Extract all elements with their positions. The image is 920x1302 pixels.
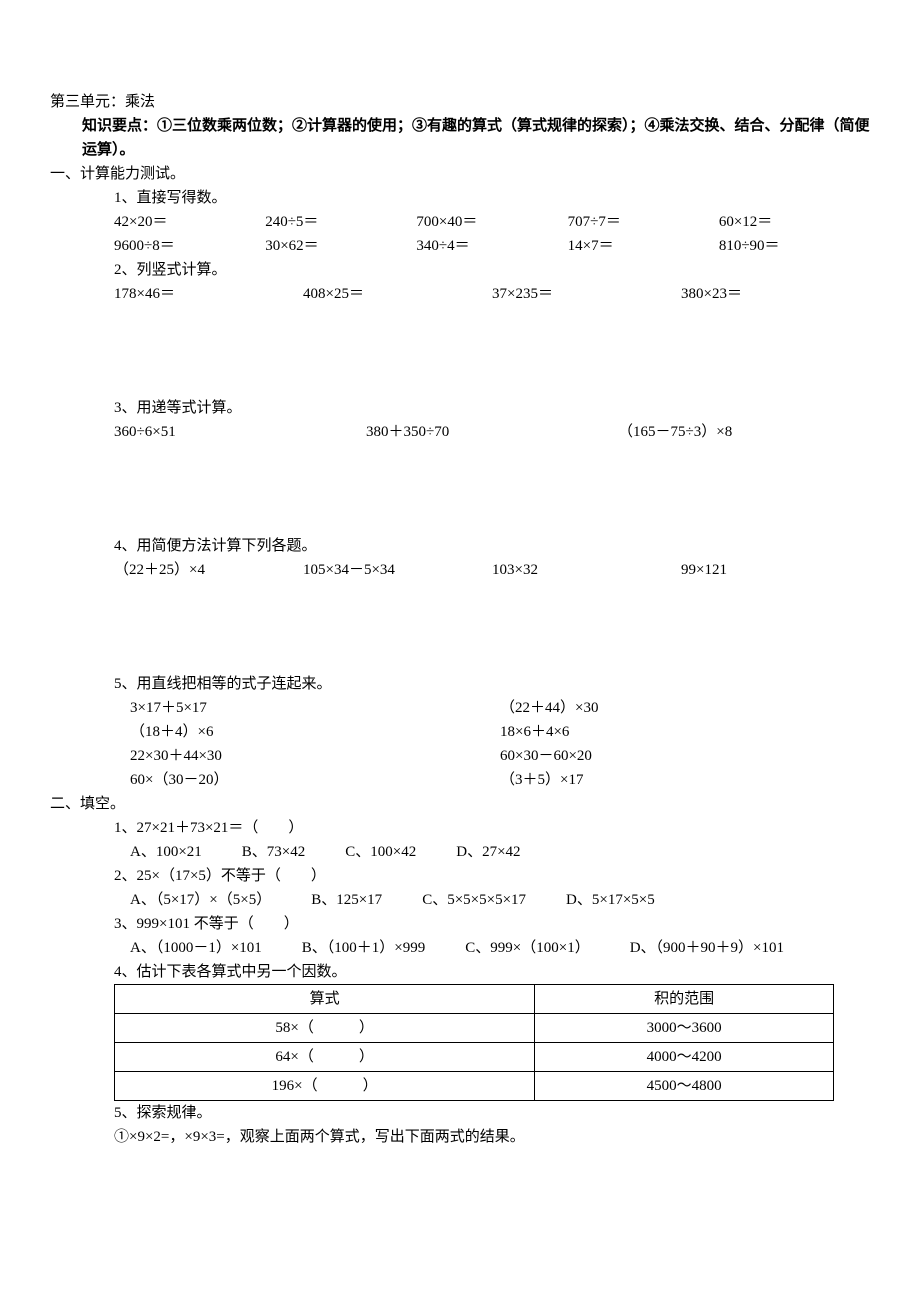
- expr: 810÷90＝: [719, 234, 870, 258]
- s2-q2-opts: A、（5×17）×（5×5） B、125×17 C、5×5×5×5×17 D、5…: [130, 888, 870, 912]
- q3-row1: 360÷6×51 380＋350÷70 （165－75÷3）×8: [114, 420, 870, 444]
- s2-q5-title: 5、探索规律。: [114, 1101, 870, 1125]
- s2-q1-stem: 1、27×21＋73×21＝（ ）: [114, 816, 870, 840]
- expr: （22＋44）×30: [500, 696, 870, 720]
- s2-q5-line: ①×9×2=，×9×3=，观察上面两个算式，写出下面两式的结果。: [114, 1125, 870, 1149]
- cell: 4000～4200: [535, 1043, 834, 1072]
- q5-row4: 60×（30－20） （3＋5）×17: [130, 768, 870, 792]
- expr: （18＋4）×6: [130, 720, 500, 744]
- expr: 14×7＝: [568, 234, 719, 258]
- table-row: 算式 积的范围: [115, 985, 834, 1014]
- q4-row1: （22＋25）×4 105×34－5×34 103×32 99×121: [114, 558, 870, 582]
- q5-row2: （18＋4）×6 18×6＋4×6: [130, 720, 870, 744]
- cell: 4500～4800: [535, 1072, 834, 1101]
- opt: C、999×（100×1）: [465, 936, 589, 960]
- table-row: 196×（ ） 4500～4800: [115, 1072, 834, 1101]
- s2-q3-stem: 3、999×101 不等于（ ）: [114, 912, 870, 936]
- s2-q4-title: 4、估计下表各算式中另一个因数。: [114, 960, 870, 984]
- expr: 30×62＝: [265, 234, 416, 258]
- opt: C、100×42: [345, 840, 416, 864]
- expr: （3＋5）×17: [500, 768, 870, 792]
- table-row: 58×（ ） 3000～3600: [115, 1014, 834, 1043]
- col-header: 积的范围: [535, 985, 834, 1014]
- q2-title: 2、列竖式计算。: [114, 258, 870, 282]
- opt: D、27×42: [456, 840, 520, 864]
- expr: 707÷7＝: [568, 210, 719, 234]
- expr: 22×30＋44×30: [130, 744, 500, 768]
- cell: 196×（ ）: [115, 1072, 535, 1101]
- knowledge-points: 知识要点：①三位数乘两位数；②计算器的使用；③有趣的算式（算式规律的探索）；④乘…: [82, 114, 870, 162]
- col-header: 算式: [115, 985, 535, 1014]
- expr: （22＋25）×4: [114, 558, 303, 582]
- q1-title: 1、直接写得数。: [114, 186, 870, 210]
- expr: 178×46＝: [114, 282, 303, 306]
- expr: 700×40＝: [416, 210, 567, 234]
- expr: 380×23＝: [681, 282, 870, 306]
- expr: 37×235＝: [492, 282, 681, 306]
- expr: （165－75÷3）×8: [618, 420, 870, 444]
- q5-row1: 3×17＋5×17 （22＋44）×30: [130, 696, 870, 720]
- section-1-title: 一、计算能力测试。: [50, 162, 870, 186]
- table-row: 64×（ ） 4000～4200: [115, 1043, 834, 1072]
- section-2-title: 二、填空。: [50, 792, 870, 816]
- expr: 360÷6×51: [114, 420, 366, 444]
- expr: 3×17＋5×17: [130, 696, 500, 720]
- expr: 60×（30－20）: [130, 768, 500, 792]
- unit-title: 第三单元：乘法: [50, 90, 870, 114]
- expr: 9600÷8＝: [114, 234, 265, 258]
- opt: A、100×21: [130, 840, 202, 864]
- opt: A、（1000－1）×101: [130, 936, 262, 960]
- expr: 408×25＝: [303, 282, 492, 306]
- s2-q1-opts: A、100×21 B、73×42 C、100×42 D、27×42: [130, 840, 870, 864]
- s2-q3-opts: A、（1000－1）×101 B、（100＋1）×999 C、999×（100×…: [130, 936, 870, 960]
- q2-row1: 178×46＝ 408×25＝ 37×235＝ 380×23＝: [114, 282, 870, 306]
- expr: 60×30－60×20: [500, 744, 870, 768]
- cell: 58×（ ）: [115, 1014, 535, 1043]
- cell: 3000～3600: [535, 1014, 834, 1043]
- q5-row3: 22×30＋44×30 60×30－60×20: [130, 744, 870, 768]
- estimate-table: 算式 积的范围 58×（ ） 3000～3600 64×（ ） 4000～420…: [114, 984, 834, 1101]
- expr: 99×121: [681, 558, 870, 582]
- opt: A、（5×17）×（5×5）: [130, 888, 271, 912]
- opt: B、125×17: [311, 888, 382, 912]
- opt: B、73×42: [242, 840, 305, 864]
- q4-title: 4、用简便方法计算下列各题。: [114, 534, 870, 558]
- opt: B、（100＋1）×999: [302, 936, 425, 960]
- opt: D、5×17×5×5: [566, 888, 655, 912]
- q3-title: 3、用递等式计算。: [114, 396, 870, 420]
- expr: 42×20＝: [114, 210, 265, 234]
- s2-q2-stem: 2、25×（17×5）不等于（ ）: [114, 864, 870, 888]
- expr: 240÷5＝: [265, 210, 416, 234]
- q1-row1: 42×20＝ 240÷5＝ 700×40＝ 707÷7＝ 60×12＝: [114, 210, 870, 234]
- expr: 18×6＋4×6: [500, 720, 870, 744]
- opt: C、5×5×5×5×17: [422, 888, 526, 912]
- q1-row2: 9600÷8＝ 30×62＝ 340÷4＝ 14×7＝ 810÷90＝: [114, 234, 870, 258]
- q5-title: 5、用直线把相等的式子连起来。: [114, 672, 870, 696]
- opt: D、（900＋90＋9）×101: [630, 936, 784, 960]
- expr: 60×12＝: [719, 210, 870, 234]
- expr: 380＋350÷70: [366, 420, 618, 444]
- expr: 103×32: [492, 558, 681, 582]
- cell: 64×（ ）: [115, 1043, 535, 1072]
- expr: 340÷4＝: [416, 234, 567, 258]
- expr: 105×34－5×34: [303, 558, 492, 582]
